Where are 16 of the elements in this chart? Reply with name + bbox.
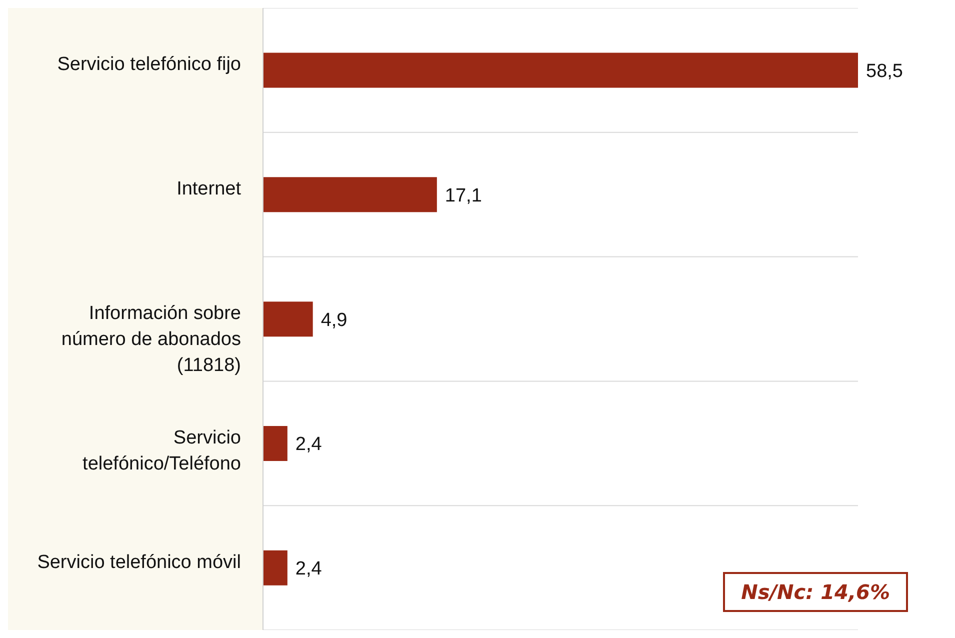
bar [263, 426, 288, 461]
y-tick-label: Internet [176, 178, 242, 200]
y-tick-label: Servicio telefónico fijo [57, 54, 241, 76]
y-tick-label: Información sobre número de abonados (11818) [61, 303, 241, 376]
y-tick-label: Servicio telefónico móvil [37, 552, 241, 573]
data-label: 58,5 [866, 61, 903, 82]
data-label: 2,4 [295, 558, 322, 580]
data-label: 17,1 [444, 185, 482, 206]
bar [263, 302, 313, 337]
data-label: 4,9 [320, 310, 348, 331]
y-tick-label: Servicio telefónico/Teléfono [82, 427, 241, 474]
bar [263, 550, 288, 586]
data-label: 2,4 [295, 434, 322, 456]
annotation: Ns/Nc: 14,6% [723, 572, 908, 612]
bar [263, 52, 858, 88]
bar [263, 177, 437, 212]
